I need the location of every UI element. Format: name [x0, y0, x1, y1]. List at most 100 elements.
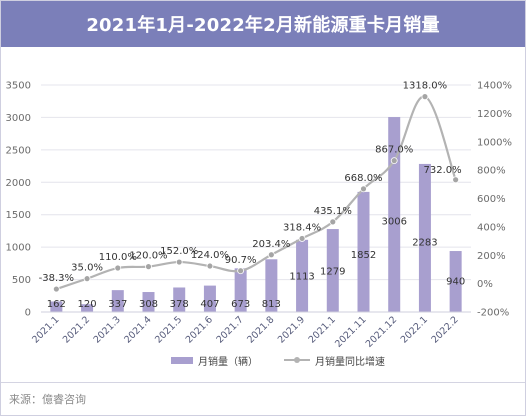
chart-title: 2021年1月-2022年2月新能源重卡月销量	[1, 1, 525, 47]
line-value-label: 732.0%	[424, 165, 462, 176]
bar-value-label: 1113	[289, 272, 314, 283]
bar-value-label: 1852	[351, 250, 376, 261]
x-tick-label: 2021.1	[30, 314, 61, 345]
bar	[111, 290, 124, 312]
line-value-label: 668.0%	[344, 173, 382, 184]
y-right-tick-label: 600%	[477, 194, 506, 205]
legend: 月销量（辆） 月销量同比增速	[171, 353, 385, 368]
bar	[296, 239, 309, 312]
line-value-label: 867.0%	[375, 145, 413, 156]
x-tick-label: 2021.6	[184, 314, 215, 345]
x-tick-label: 2022.1	[399, 314, 430, 345]
y-left-tick-label: 2500	[6, 145, 31, 156]
x-tick-label: 2021.12	[364, 314, 400, 350]
bar	[81, 304, 94, 312]
legend-item-bar[interactable]: 月销量（辆）	[171, 353, 258, 368]
line-layer	[52, 93, 460, 293]
line-value-label: 90.7%	[225, 255, 257, 266]
labels-layer: 162 120 337 308 378 407 673 813 1113 1279 1852 3006…	[39, 81, 466, 310]
legend-line-swatch	[284, 355, 310, 365]
line-value-label: 124.0%	[191, 250, 229, 261]
x-tick-label: 2022.2	[429, 314, 460, 345]
y-right-tick-label: 0%	[477, 279, 493, 290]
bar	[203, 285, 216, 312]
line-point	[83, 275, 91, 283]
bar	[357, 191, 370, 312]
source-divider	[1, 382, 525, 383]
legend-line-label: 月销量同比增速	[315, 356, 385, 368]
bar	[449, 251, 462, 312]
line-point	[52, 285, 60, 293]
line-point	[360, 185, 367, 193]
bar-value-label: 3006	[381, 216, 406, 227]
x-tick-label: 2021.5	[153, 314, 184, 345]
bar-value-label: 673	[231, 299, 250, 310]
y-left-tick-label: 2000	[6, 178, 31, 189]
y-left-tick-label: 1500	[6, 210, 31, 221]
y-right-tick-label: 400%	[477, 222, 506, 233]
bar-value-label: 2283	[412, 237, 437, 248]
legend-bar-label: 月销量（辆）	[198, 356, 258, 368]
y-left-tick-label: 1000	[6, 243, 31, 254]
line-point	[267, 251, 275, 259]
bar-value-label: 1279	[320, 267, 345, 278]
bar-value-label: 940	[446, 277, 465, 288]
bar	[418, 163, 431, 312]
y-left-tick-label: 0	[25, 308, 31, 319]
bar-value-label: 162	[47, 299, 66, 310]
y-right-tick-label: -200%	[477, 308, 509, 319]
y-right-tick-label: 800%	[477, 166, 506, 177]
bar-value-label: 407	[200, 299, 219, 310]
y-right-tick-label: 200%	[477, 251, 506, 262]
legend-item-line[interactable]: 月销量同比增速	[284, 353, 385, 368]
bar-value-label: 337	[108, 299, 127, 310]
line-value-label: 35.0%	[71, 263, 103, 274]
x-tick-label: 2021.11	[333, 314, 369, 350]
line-value-label: 152.0%	[160, 246, 198, 257]
x-tick-label: 2021.8	[245, 314, 276, 345]
bar	[173, 287, 186, 312]
line-point	[114, 264, 122, 272]
line-point	[175, 258, 183, 266]
line-value-label: 203.4%	[252, 239, 290, 250]
line-point	[237, 267, 245, 275]
bar	[234, 268, 247, 312]
line-point	[452, 176, 460, 184]
y-left-tick-label: 3000	[6, 113, 31, 124]
bar-value-label: 308	[139, 299, 158, 310]
source-note: 来源：億睿咨询	[9, 393, 86, 406]
bar-value-label: 120	[78, 299, 97, 310]
x-tick-label: 2021.9	[276, 314, 307, 345]
bar-value-label: 813	[262, 299, 281, 310]
bar	[265, 259, 278, 312]
chart-canvas: 162 120 337 308 378 407 673 813 1113 1279 1852 3006…	[6, 81, 512, 350]
y-left-tick-label: 500	[12, 275, 31, 286]
line-point	[390, 157, 398, 165]
line-value-label: 1318.0%	[403, 81, 448, 92]
x-tick-label: 2021.3	[92, 314, 123, 345]
growth-line	[56, 95, 457, 291]
line-point	[298, 235, 306, 242]
line-value-label: 120.0%	[129, 251, 167, 262]
bar-value-label: 378	[170, 299, 189, 310]
grid-layer	[41, 84, 471, 313]
y-right-tick-label: 1000%	[477, 137, 512, 148]
bar	[50, 301, 63, 312]
line-value-label: 110.0%	[99, 252, 137, 263]
x-tick-label: 2021.7	[214, 314, 245, 345]
x-tick-label: 2021.4	[122, 314, 153, 345]
bar	[142, 292, 155, 312]
bar	[326, 229, 339, 312]
line-point	[145, 263, 152, 271]
line-value-label: 318.4%	[283, 222, 321, 233]
x-tick-label: 2021.2	[61, 314, 92, 345]
line-point	[329, 218, 337, 226]
line-point	[206, 262, 214, 270]
line-value-label: -38.3%	[39, 273, 74, 284]
line-value-label: 435.1%	[314, 206, 352, 217]
y-right-tick-label: 1200%	[477, 109, 512, 120]
legend-bar-swatch	[171, 356, 193, 364]
y-right-tick-label: 1400%	[477, 81, 512, 92]
y-left-tick-label: 3500	[6, 81, 31, 92]
